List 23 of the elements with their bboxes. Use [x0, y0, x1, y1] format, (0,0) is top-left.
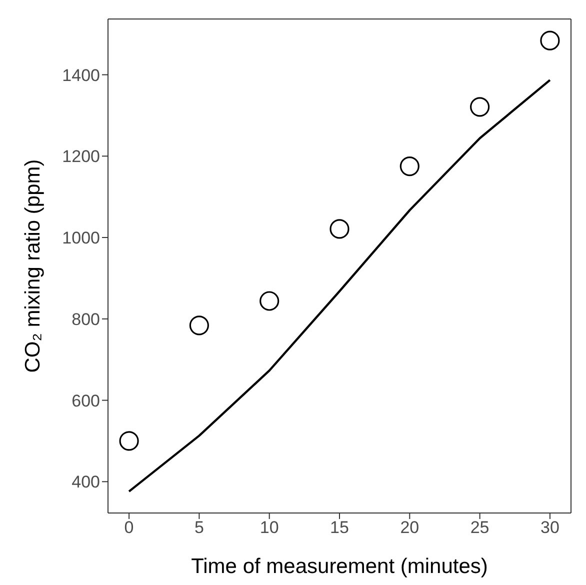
point [119, 431, 139, 451]
y-tick-label: 1400 [62, 66, 100, 85]
y-tick-label: 1000 [62, 228, 100, 248]
point [540, 30, 560, 50]
y-tick-label: 1200 [62, 147, 100, 166]
y-axis-title: CO₂ mixing ratio (ppm) [21, 159, 44, 373]
x-tick-label: 10 [260, 518, 279, 538]
x-tick-label: 30 [540, 518, 560, 538]
y-tick-label: 600 [72, 391, 100, 410]
y-tick-label: 800 [72, 310, 100, 329]
x-tick-label: 0 [124, 518, 134, 538]
x-axis-title: Time of measurement (minutes) [191, 555, 488, 578]
point [260, 291, 280, 311]
point [400, 156, 420, 176]
y-tick-label: 400 [72, 472, 100, 492]
line-series [128, 78, 552, 493]
x-tick-label: 5 [194, 518, 204, 538]
point [330, 219, 350, 239]
point [189, 316, 209, 336]
x-tick-label: 20 [400, 518, 420, 538]
x-tick-label: 25 [470, 518, 490, 538]
x-tick-label: 15 [330, 518, 349, 538]
point [470, 97, 490, 117]
